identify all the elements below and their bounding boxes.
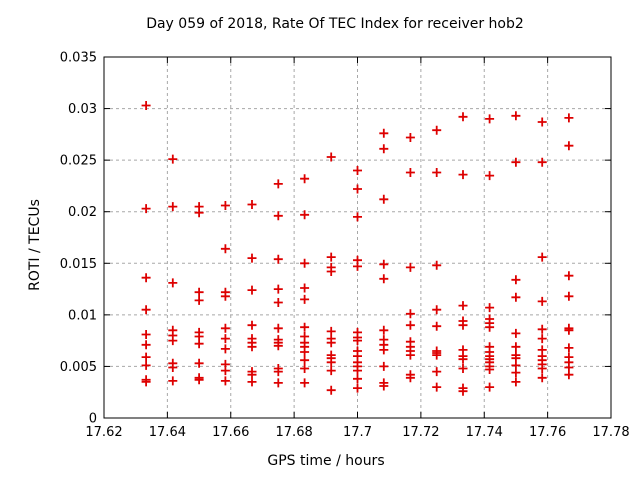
y-tick-label: 0.035	[60, 51, 97, 66]
x-axis-label: GPS time / hours	[267, 453, 385, 469]
y-tick-label: 0.025	[60, 154, 97, 169]
x-tick-label: 17.62	[85, 425, 122, 440]
x-tick-label: 17.64	[149, 425, 186, 440]
y-tick-label: 0.03	[68, 102, 97, 117]
x-tick-label: 17.76	[529, 425, 566, 440]
x-tick-label: 17.78	[592, 425, 629, 440]
x-tick-label: 17.74	[466, 425, 503, 440]
chart-title: Day 059 of 2018, Rate Of TEC Index for r…	[146, 16, 524, 32]
y-tick-label: 0	[89, 412, 97, 427]
x-tick-label: 17.66	[212, 425, 249, 440]
y-tick-label: 0.01	[68, 308, 97, 323]
y-tick-label: 0.015	[60, 257, 97, 272]
x-tick-label: 17.7	[343, 425, 372, 440]
y-tick-label: 0.02	[68, 205, 97, 220]
x-tick-label: 17.68	[276, 425, 313, 440]
y-tick-label: 0.005	[60, 360, 97, 375]
x-tick-label: 17.72	[402, 425, 439, 440]
scatter-points	[141, 101, 574, 396]
